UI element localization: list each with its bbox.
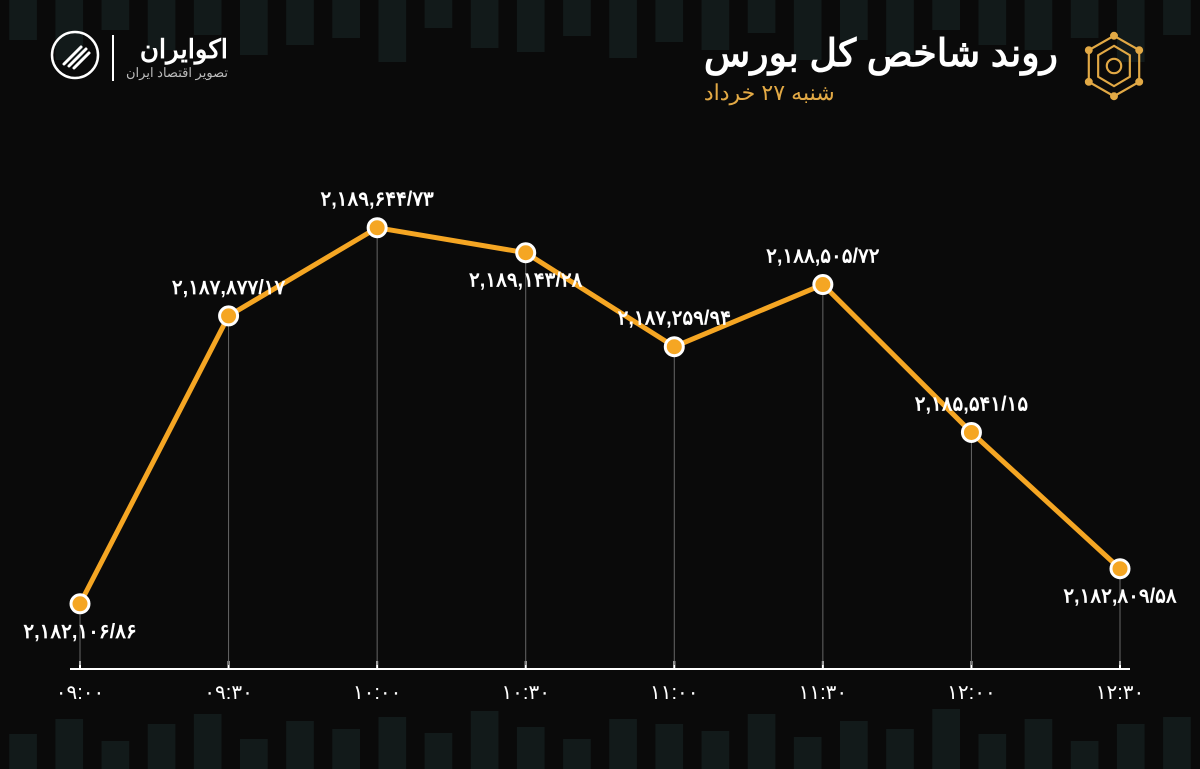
line-chart: ۰۹:۰۰۰۹:۳۰۱۰:۰۰۱۰:۳۰۱۱:۰۰۱۱:۳۰۱۲:۰۰۱۲:۳۰… <box>60 180 1140 719</box>
svg-text:۲,۱۸۹,۱۴۳/۲۸: ۲,۱۸۹,۱۴۳/۲۸ <box>469 270 583 292</box>
chart-svg: ۰۹:۰۰۰۹:۳۰۱۰:۰۰۱۰:۳۰۱۱:۰۰۱۱:۳۰۱۲:۰۰۱۲:۳۰… <box>60 180 1140 719</box>
svg-text:۲,۱۸۸,۵۰۵/۷۲: ۲,۱۸۸,۵۰۵/۷۲ <box>766 246 880 268</box>
svg-text:۰۹:۰۰: ۰۹:۰۰ <box>56 682 105 704</box>
svg-text:۰۹:۳۰: ۰۹:۳۰ <box>204 682 253 704</box>
brand-logo-icon <box>50 30 100 85</box>
title-block: روند شاخص کل بورس شنبه ۲۷ خرداد <box>704 30 1150 107</box>
page-subtitle: شنبه ۲۷ خرداد <box>704 80 835 106</box>
page-title: روند شاخص کل بورس <box>704 31 1058 76</box>
svg-text:۲,۱۸۷,۲۵۹/۹۴: ۲,۱۸۷,۲۵۹/۹۴ <box>618 308 731 330</box>
svg-text:۱۰:۰۰: ۱۰:۰۰ <box>353 682 402 704</box>
header: روند شاخص کل بورس شنبه ۲۷ خرداد اکوایران… <box>0 0 1200 107</box>
svg-text:۱۱:۳۰: ۱۱:۳۰ <box>799 682 848 704</box>
brand-name: اکوایران <box>126 34 228 65</box>
exchange-logo-icon <box>1078 30 1150 107</box>
brand-tagline: تصویر اقتصاد ایران <box>126 65 228 81</box>
brand-block: اکوایران تصویر اقتصاد ایران <box>50 30 228 85</box>
svg-text:۱۲:۰۰: ۱۲:۰۰ <box>947 682 996 704</box>
svg-text:۲,۱۸۷,۸۷۷/۱۷: ۲,۱۸۷,۸۷۷/۱۷ <box>172 277 286 299</box>
svg-text:۲,۱۸۹,۶۴۴/۷۳: ۲,۱۸۹,۶۴۴/۷۳ <box>320 189 434 211</box>
svg-text:۱۲:۳۰: ۱۲:۳۰ <box>1096 682 1145 704</box>
svg-text:۲,۱۸۲,۱۰۶/۸۶: ۲,۱۸۲,۱۰۶/۸۶ <box>23 621 136 643</box>
svg-text:۱۰:۳۰: ۱۰:۳۰ <box>501 682 550 704</box>
svg-text:۱۱:۰۰: ۱۱:۰۰ <box>650 682 699 704</box>
svg-text:۲,۱۸۲,۸۰۹/۵۸: ۲,۱۸۲,۸۰۹/۵۸ <box>1063 586 1177 608</box>
svg-text:۲,۱۸۵,۵۴۱/۱۵: ۲,۱۸۵,۵۴۱/۱۵ <box>915 393 1029 415</box>
